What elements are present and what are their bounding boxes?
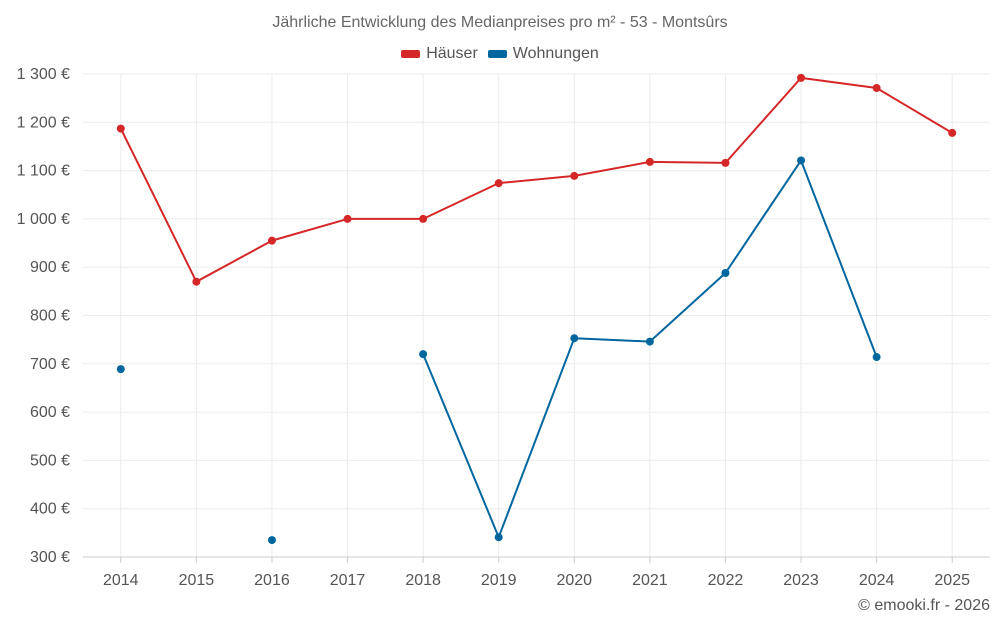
x-tick-label: 2023 [783,572,819,589]
y-tick-label: 500 € [30,452,70,469]
y-tick-label: 700 € [30,356,70,373]
data-point-haeuser [494,179,503,188]
legend-swatch-wohnungen [487,50,507,58]
y-tick-label: 900 € [30,259,70,276]
x-tick-label: 2017 [330,572,366,589]
legend: Häuser Wohnungen [0,45,1000,63]
data-point-wohnungen [419,350,428,359]
y-tick-label: 300 € [30,549,70,566]
y-tick-label: 800 € [30,308,70,325]
data-point-haeuser [645,157,654,166]
x-tick-label: 2021 [632,572,668,589]
data-point-wohnungen [721,268,730,277]
data-point-haeuser [872,84,881,93]
x-tick-label: 2019 [481,572,517,589]
y-tick-label: 400 € [30,501,70,518]
legend-swatch-haeuser [401,50,421,58]
y-tick-label: 1 300 € [17,66,70,83]
data-point-haeuser [419,214,428,223]
x-tick-label: 2015 [179,572,215,589]
data-point-wohnungen [797,156,806,165]
legend-label-wohnungen: Wohnungen [512,45,599,62]
y-tick-label: 1 100 € [17,163,70,180]
data-point-haeuser [343,214,352,223]
x-tick-label: 2014 [103,572,139,589]
data-point-haeuser [797,73,806,82]
legend-label-haeuser: Häuser [426,45,478,62]
data-point-wohnungen [872,353,881,362]
x-tick-label: 2016 [254,572,290,589]
data-point-wohnungen [494,533,503,542]
data-point-haeuser [192,277,201,286]
data-point-wohnungen [267,536,276,545]
data-point-haeuser [267,236,276,245]
legend-item-wohnungen[interactable]: Wohnungen [487,45,599,63]
x-tick-label: 2020 [556,572,592,589]
y-tick-label: 600 € [30,404,70,421]
x-tick-label: 2022 [708,572,744,589]
data-point-wohnungen [116,365,125,374]
data-point-wohnungen [645,337,654,346]
data-point-haeuser [721,158,730,167]
copyright-credit: © emooki.fr - 2026 [858,597,990,614]
legend-item-haeuser[interactable]: Häuser [401,45,478,63]
x-tick-label: 2024 [859,572,895,589]
x-tick-label: 2025 [934,572,970,589]
series-line-haeuser [119,76,953,283]
data-point-wohnungen [570,334,579,343]
data-point-haeuser [570,171,579,180]
data-point-haeuser [116,124,125,133]
y-tick-label: 1 000 € [17,211,70,228]
x-tick-label: 2018 [405,572,441,589]
chart-title: Jährliche Entwicklung des Medianpreises … [272,14,728,31]
data-point-haeuser [948,128,957,137]
y-tick-label: 1 200 € [17,114,70,131]
